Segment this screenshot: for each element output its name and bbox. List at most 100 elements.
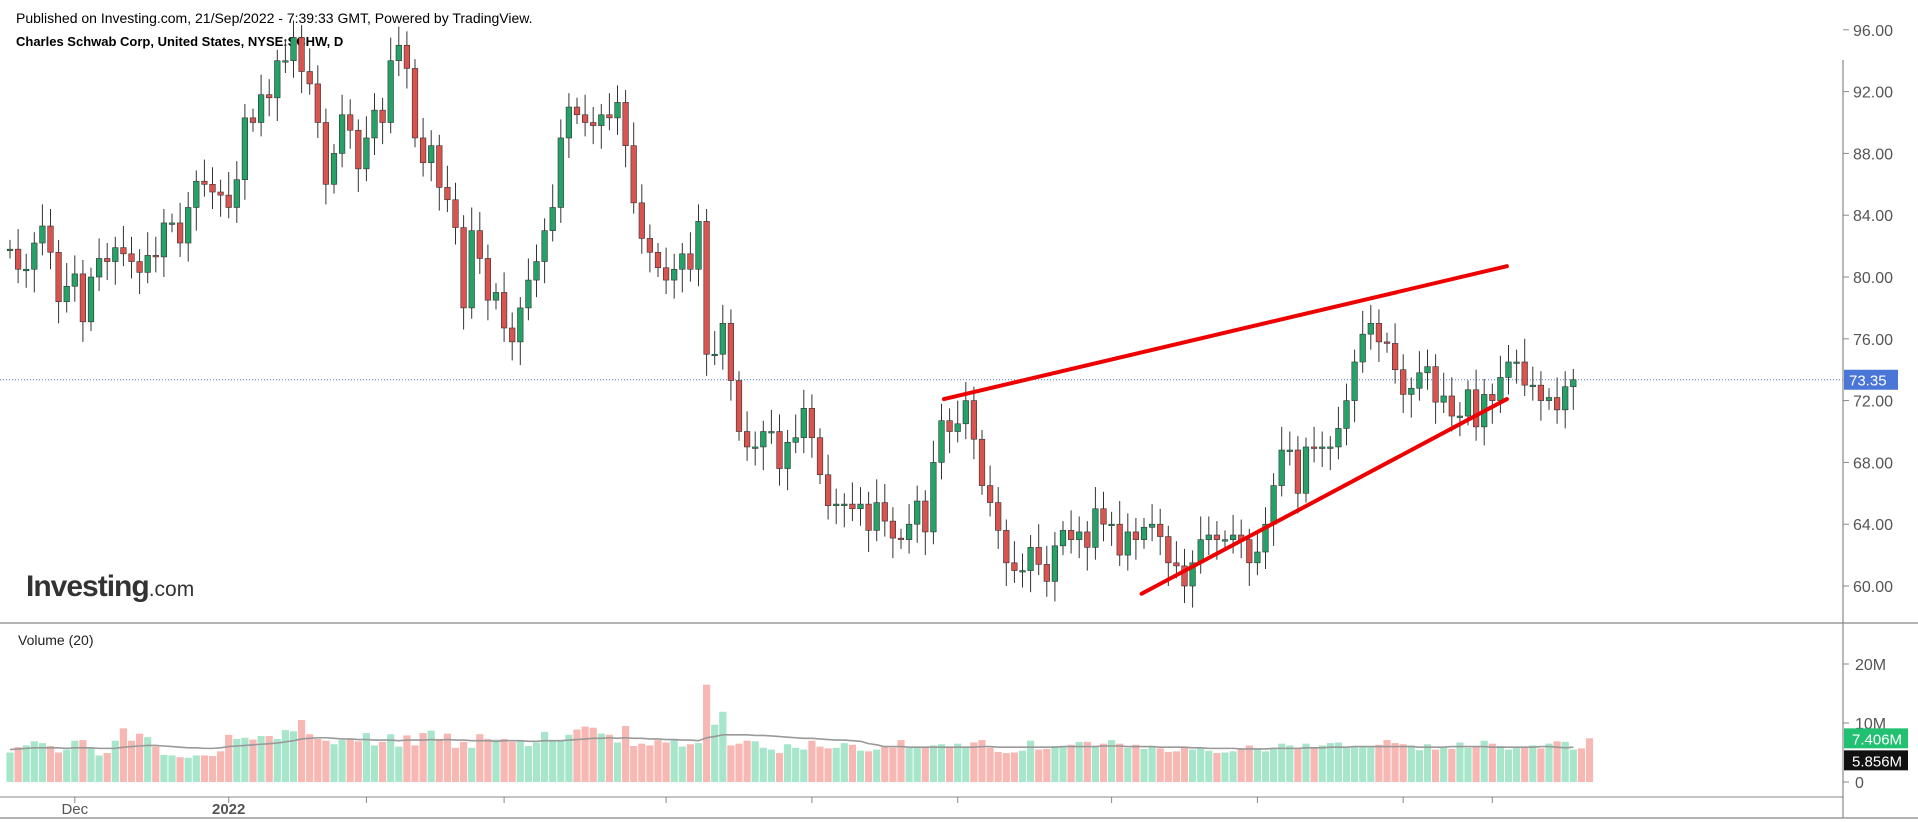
volume-bar [1367, 747, 1375, 782]
volume-bar [1423, 744, 1432, 782]
candle-body [31, 242, 38, 270]
volume-bar [1132, 744, 1140, 782]
price-ytick-label: 72.00 [1853, 394, 1893, 411]
candle-body [946, 420, 953, 432]
volume-bar [241, 737, 249, 782]
volume-bar [379, 741, 387, 782]
volume-bar [719, 711, 727, 782]
volume-bar [1148, 746, 1156, 782]
volume-bar [119, 728, 127, 782]
candle-body [298, 37, 305, 72]
candle-body [1019, 570, 1026, 573]
candle-body [671, 268, 678, 281]
volume-bar [856, 750, 865, 782]
candle-body [557, 137, 564, 208]
volume-bar [937, 744, 946, 782]
candle-body [1043, 564, 1050, 582]
price-ytick-label: 68.00 [1853, 455, 1893, 472]
volume-bar [711, 724, 719, 782]
volume-bar [168, 755, 176, 782]
candle-body [1327, 446, 1334, 449]
volume-bar [1504, 749, 1513, 782]
candle-body [727, 323, 734, 381]
candle-body [654, 251, 662, 269]
volume-bar [460, 741, 468, 782]
candle-body [914, 500, 921, 525]
volume-bar [233, 738, 241, 782]
candle-body [930, 462, 937, 533]
volume-bar [557, 740, 565, 782]
candle-body [1165, 536, 1172, 564]
candle-body [112, 247, 119, 262]
volume-bar [954, 743, 962, 782]
candle-body [55, 251, 62, 303]
candle-body [411, 68, 419, 139]
candle-body [1440, 395, 1447, 403]
volume-bar [46, 746, 55, 782]
volume-bar [55, 752, 63, 782]
candle-body [800, 408, 807, 438]
volume-bar [1189, 749, 1197, 782]
volume-bar [1513, 746, 1521, 782]
candle-body [1262, 523, 1269, 553]
volume-bar [1099, 743, 1108, 782]
candles [6, 20, 1577, 608]
candle-body [1124, 531, 1131, 556]
volume-bar [889, 747, 897, 782]
candle-body [1173, 562, 1180, 567]
volume-bar [1399, 744, 1407, 782]
candle-body [1140, 526, 1148, 540]
candle-body [695, 221, 702, 270]
candle-body [970, 400, 977, 440]
volume-bar [1464, 747, 1472, 782]
volume-bar [1448, 748, 1456, 782]
volume-bar [913, 746, 921, 782]
candle-body [1505, 361, 1512, 378]
candle-body [500, 292, 508, 329]
volume-bar [257, 735, 265, 782]
candle-body [897, 537, 905, 540]
investing-logo[interactable]: Investing.com [26, 570, 194, 604]
candle-body [257, 94, 265, 123]
candle-body [1424, 366, 1431, 374]
candle-body [1035, 547, 1042, 565]
candle-body [468, 230, 475, 309]
volume-bar [1480, 740, 1488, 782]
volume-bar [1229, 751, 1237, 782]
volume-bar [14, 747, 22, 782]
volume-bar [192, 755, 200, 782]
volume-bar [1440, 747, 1448, 782]
upper-trend-line [941, 264, 1509, 402]
candle-body [905, 523, 913, 540]
candle-body [1189, 562, 1196, 587]
candle-body [322, 122, 330, 185]
volume-bar [1529, 745, 1537, 782]
candle-body [1157, 523, 1164, 537]
volume-bar [670, 738, 678, 782]
candle-body [436, 145, 443, 188]
volume-bar [638, 743, 646, 782]
candle-body [15, 248, 22, 270]
volume-bar [808, 740, 816, 782]
candle-body [873, 502, 880, 531]
volume-bar [1043, 748, 1051, 782]
candle-body [282, 60, 289, 63]
volume-bar [1253, 748, 1261, 782]
volume-bar [1197, 748, 1205, 782]
volume-bar [605, 734, 613, 782]
candle-body [1456, 415, 1463, 418]
candle-body [144, 255, 151, 273]
volume-bar [273, 738, 281, 782]
volume-bar [387, 734, 395, 782]
candle-body [1375, 323, 1382, 343]
volume-bar [1496, 746, 1504, 782]
volume-bar [662, 742, 670, 782]
candle-body [849, 503, 856, 510]
candle-body [598, 114, 605, 126]
candle-body [1359, 333, 1366, 363]
volume-bar [427, 730, 435, 782]
candle-body [39, 225, 46, 244]
candle-body [1100, 508, 1107, 525]
volume-bar [1124, 747, 1132, 782]
candle-body [711, 353, 718, 357]
